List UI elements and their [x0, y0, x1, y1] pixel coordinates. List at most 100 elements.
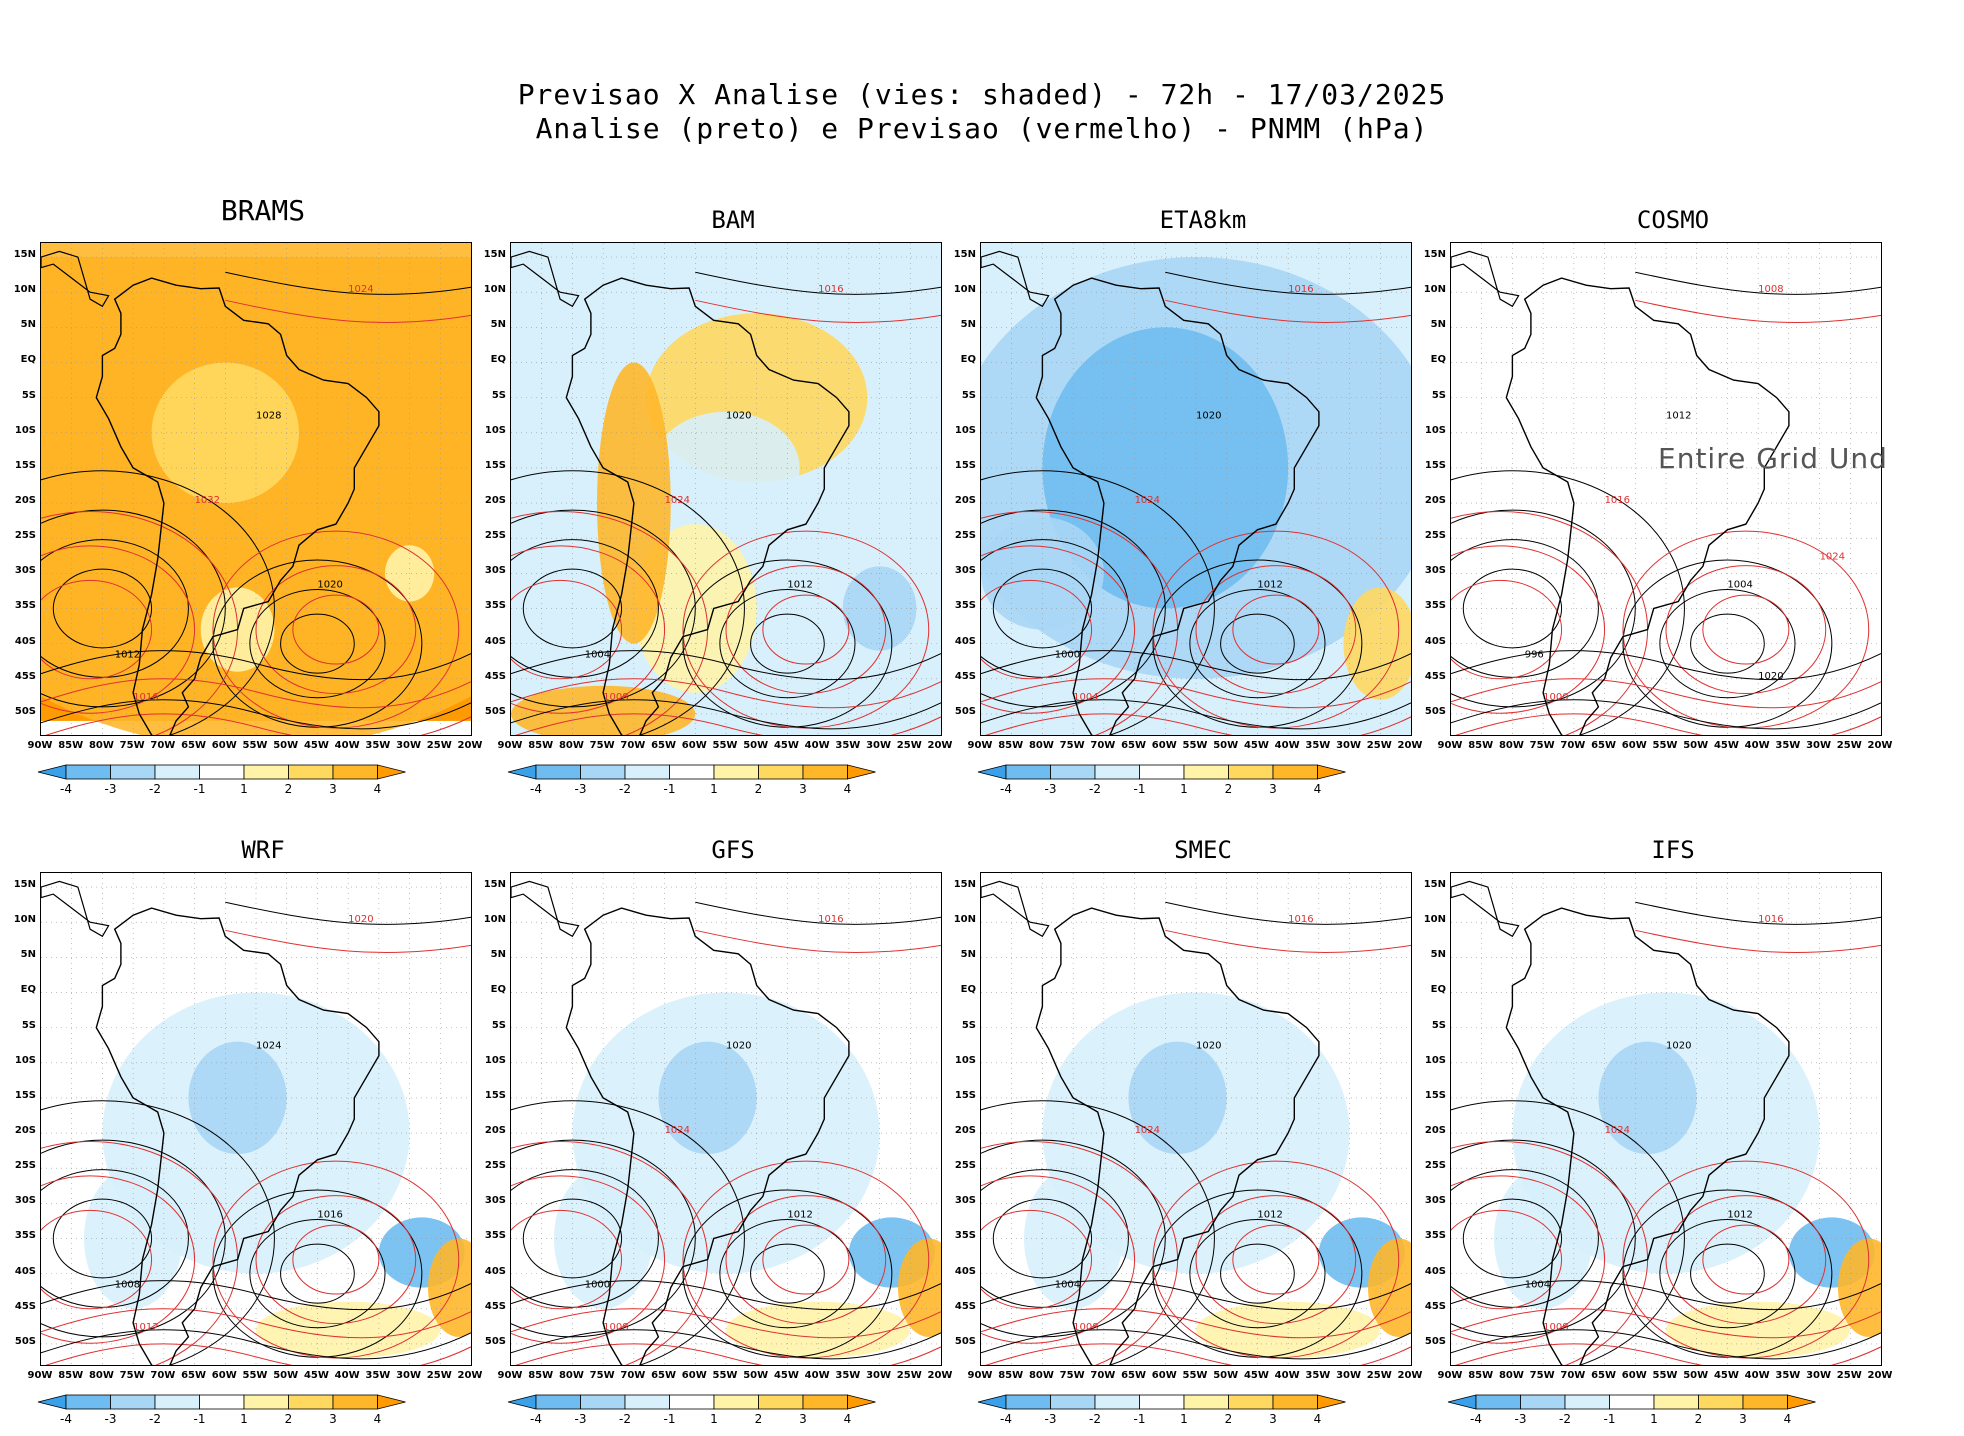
colorbar-tick-label: -2 — [149, 782, 161, 796]
colorbar-tick-label: 1 — [240, 782, 248, 796]
latitude-label: 35S — [14, 600, 36, 612]
longitude-label: 50W — [743, 1370, 769, 1381]
colorbar-segment — [1094, 1394, 1140, 1410]
colorbar-segment — [243, 1394, 289, 1410]
colorbar-segment — [154, 764, 200, 780]
contour-label: 1008 — [1543, 1322, 1568, 1333]
latitude-label: 10S — [1424, 424, 1446, 436]
colorbar-segment — [1094, 764, 1140, 780]
isobar-line — [1165, 929, 1411, 954]
panel-ifs: IFS 1004 1008 1012 1016 1020 1024 15N 10N 5N EQ 5S 1… — [1424, 820, 1908, 1426]
latitude-label: 10N — [953, 914, 976, 926]
colorbar-segment — [110, 1394, 156, 1410]
isobar-line — [225, 901, 471, 925]
latitude-label: 45S — [954, 670, 976, 682]
forecast-isobar — [1702, 594, 1790, 665]
latitude-label: 20S — [14, 1125, 36, 1137]
map-svg: 1004 1008 1012 1016 1020 1024 — [1451, 873, 1881, 1365]
south-america-coastline — [1505, 277, 1790, 735]
longitude-label: 70W — [1560, 740, 1586, 751]
isobar-line — [985, 1343, 1411, 1365]
analysis-isobar — [981, 1139, 1166, 1338]
latitude-label: 45S — [14, 1300, 36, 1312]
analysis-isobar — [1189, 1219, 1326, 1329]
colorbar-segment — [1272, 764, 1318, 780]
latitude-label: 10N — [13, 284, 36, 296]
isobar-line — [695, 271, 941, 295]
colorbar-tick-label: -1 — [193, 1412, 206, 1426]
map-frame: 1000 1004 1012 1016 1020 1024 — [980, 242, 1412, 736]
contour-label: 1000 — [1055, 650, 1080, 661]
forecast-isobar — [762, 1224, 850, 1295]
longitude-label: 40W — [1744, 740, 1770, 751]
analysis-isobar — [41, 470, 275, 735]
longitude-label: 45W — [1713, 1370, 1739, 1381]
colorbar-tick-label: -1 — [663, 782, 676, 796]
isobar-line — [1455, 1343, 1881, 1365]
colorbar-segment — [580, 1394, 626, 1410]
longitude-label: 65W — [651, 1370, 677, 1381]
longitude-label: 40W — [804, 740, 830, 751]
longitude-label: 90W — [27, 1370, 53, 1381]
longitude-label: 85W — [58, 1370, 84, 1381]
longitude-label: 25W — [1366, 1370, 1392, 1381]
isobar-line — [45, 1343, 471, 1365]
isobar-line — [1455, 713, 1881, 735]
colorbar-segment — [1272, 1394, 1318, 1410]
latitude-label: 20S — [484, 1125, 506, 1137]
colorbar-tick-label: -4 — [60, 782, 72, 796]
longitude-label: 20W — [927, 740, 953, 751]
colorbar-segment — [1698, 1394, 1744, 1410]
latitude-label: 30S — [484, 565, 506, 577]
longitude-label: 75W — [119, 740, 145, 751]
longitude-label: 45W — [773, 740, 799, 751]
colorbar-segment — [977, 1394, 1007, 1410]
colorbar-segment — [1005, 1394, 1051, 1410]
latitude-label: 30S — [1424, 565, 1446, 577]
colorbar-tick-label: -3 — [1044, 782, 1057, 796]
colorbar-tick-label: 4 — [843, 1412, 852, 1426]
contour-label: 1004 — [1727, 579, 1752, 590]
latitude-label: 10S — [1424, 1054, 1446, 1066]
analysis-isobar — [41, 1100, 275, 1365]
colorbar-tick-label: -4 — [60, 1412, 72, 1426]
analysis-isobar — [1189, 589, 1326, 699]
contour-label: 1024 — [348, 284, 373, 295]
longitude-label: 40W — [1744, 1370, 1770, 1381]
longitude-label: 55W — [712, 740, 738, 751]
map-frame: 1000 1008 1012 1016 1020 1024 — [510, 872, 942, 1366]
latitude-label: 30S — [954, 1195, 976, 1207]
colorbar-tick-label: 3 — [799, 782, 807, 796]
colorbar-segment — [1183, 1394, 1229, 1410]
latitude-label: 25S — [484, 1160, 506, 1172]
longitude-label: 20W — [457, 1370, 483, 1381]
colorbar-segment — [1609, 1394, 1655, 1410]
map-frame: 1012 1016 1020 1024 1028 1032 — [40, 242, 472, 736]
longitude-label: 60W — [1621, 1370, 1647, 1381]
longitude-label: 25W — [1836, 740, 1862, 751]
panel-title: COSMO — [1636, 206, 1710, 234]
latitude-label: EQ — [1430, 984, 1446, 996]
forecast-isobar — [511, 545, 666, 714]
colorbar-segment — [713, 1394, 759, 1410]
map-svg: 1012 1016 1020 1024 1028 1032 — [41, 243, 471, 735]
latitude-label: 40S — [14, 1265, 36, 1277]
longitude-label: 60W — [681, 1370, 707, 1381]
colorbar-tick-label: 3 — [1269, 1412, 1277, 1426]
latitude-label: 50S — [1424, 705, 1446, 717]
colorbar-tick-label: 4 — [843, 782, 852, 796]
colorbar-tick-label: 2 — [1224, 1412, 1233, 1426]
longitude-label: 55W — [1182, 1370, 1208, 1381]
contour-label: 1024 — [1605, 1125, 1630, 1136]
forecast-isobar — [1232, 1224, 1320, 1295]
colorbar-tick-label: -4 — [530, 1412, 542, 1426]
longitude-label: 85W — [1468, 740, 1494, 751]
analysis-isobar — [1659, 1219, 1796, 1329]
longitude-label: 30W — [1336, 1370, 1362, 1381]
latitude-label: 5S — [21, 389, 36, 401]
latitude-label: 25S — [954, 1160, 976, 1172]
latitude-label: 5S — [21, 1019, 36, 1031]
colorbar-segment — [758, 1394, 804, 1410]
contour-label: 1012 — [115, 650, 140, 661]
isobar-line — [1635, 299, 1881, 324]
